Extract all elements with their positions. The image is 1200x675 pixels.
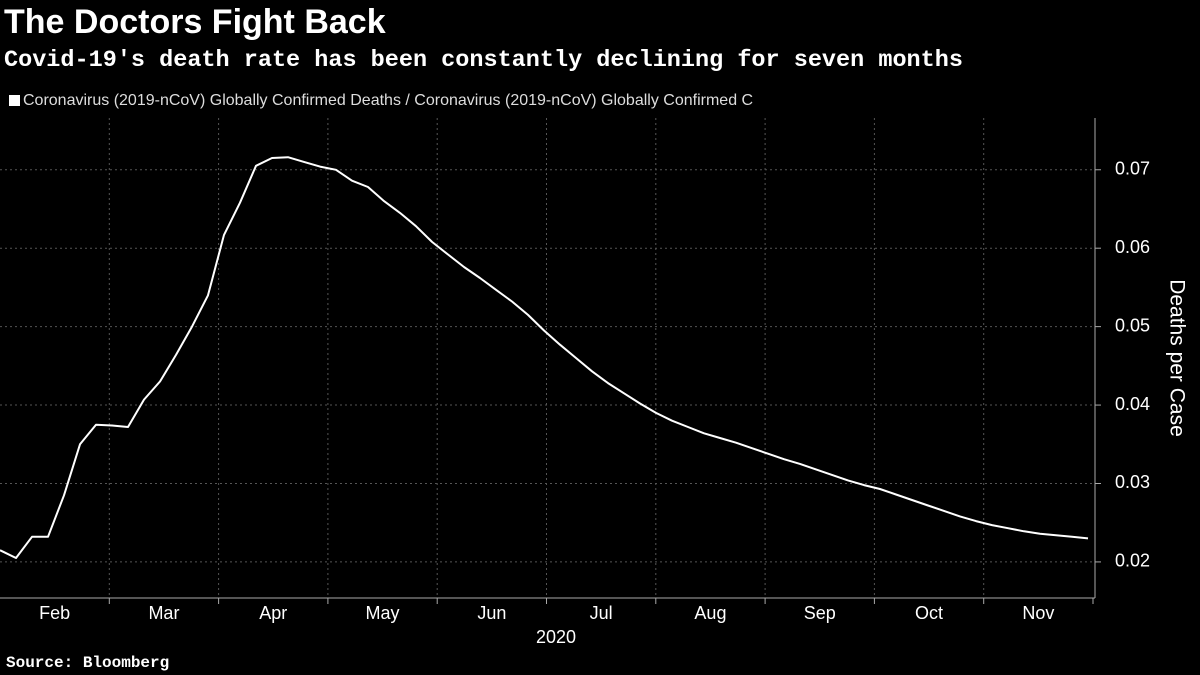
x-tick-label: Jun [477, 603, 506, 623]
x-tick-label: May [366, 603, 400, 623]
x-tick-label: Nov [1022, 603, 1054, 623]
y-tick-label: 0.04 [1115, 394, 1150, 414]
x-tick-label: Sep [804, 603, 836, 623]
x-tick-label: Apr [259, 603, 287, 623]
x-axis-label: 2020 [536, 627, 576, 647]
x-tick-label: Aug [694, 603, 726, 623]
data-line [0, 156, 1089, 559]
x-tick-label: Mar [148, 603, 179, 623]
x-tick-label: Jul [590, 603, 613, 623]
y-tick-label: 0.06 [1115, 237, 1150, 257]
legend-label: Coronavirus (2019-nCoV) Globally Confirm… [23, 92, 753, 109]
source: Source: Bloomberg [6, 654, 169, 672]
y-tick-label: 0.03 [1115, 472, 1150, 492]
y-axis-label: Deaths per Case [1165, 279, 1188, 437]
y-tick-label: 0.05 [1115, 315, 1150, 335]
chart-title: The Doctors Fight Back [4, 3, 386, 41]
legend-swatch [9, 95, 20, 106]
y-tick-label: 0.07 [1115, 159, 1150, 179]
chart-subtitle: Covid-19's death rate has been constantl… [4, 47, 963, 74]
y-tick-label: 0.02 [1115, 551, 1150, 571]
x-tick-label: Oct [915, 603, 943, 623]
x-tick-label: Feb [39, 603, 70, 623]
